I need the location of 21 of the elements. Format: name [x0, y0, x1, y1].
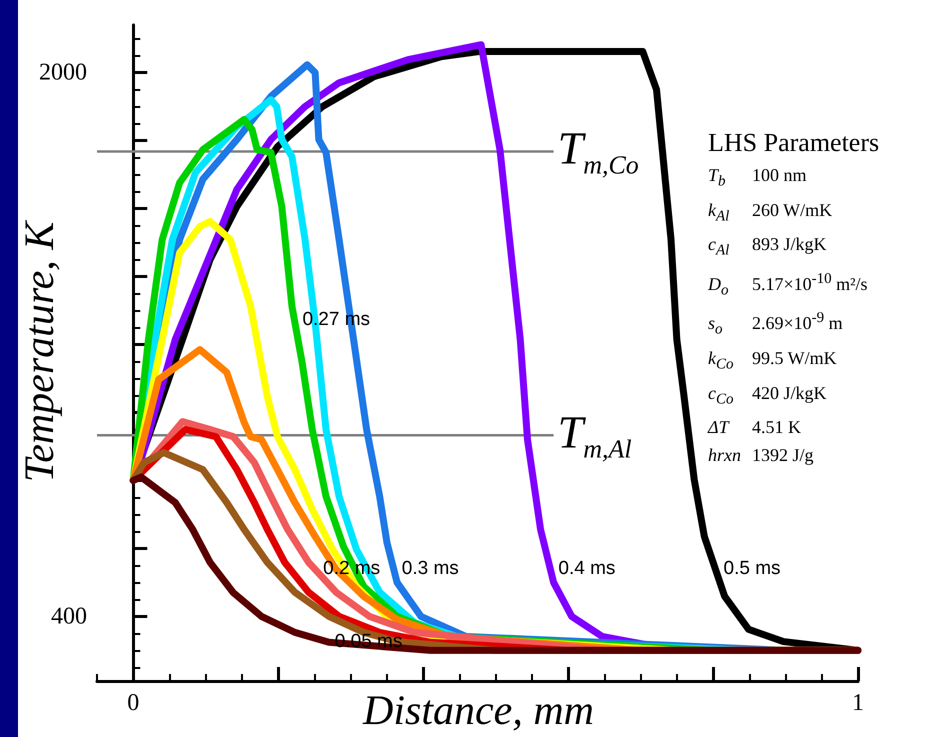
x-axis-title: Distance, mm: [363, 688, 594, 734]
y-axis-title: Temperature, K: [16, 222, 64, 482]
series-label: 0.5 ms: [724, 558, 781, 580]
series-label: 0.3 ms: [402, 558, 459, 580]
x-tick-label: 0: [127, 690, 140, 716]
ref-line-label: T$_{m,Co}$: [558, 122, 639, 182]
annotation: LHS Parameters: [708, 127, 880, 159]
annotation: hrxn 1392 J/g: [708, 444, 815, 468]
text: D$_{o}$ 5.17×10$^{-10}$ m²/s: [708, 270, 868, 298]
text: k$_{Co}$ 99.5 W/mK: [708, 348, 837, 373]
text: ΔT 4.51 K: [708, 417, 801, 438]
y-tick-label: 2000: [39, 60, 87, 86]
series-label: 0.4 ms: [558, 558, 616, 580]
text: c$_{Al}$ 893 J/kgK: [708, 234, 827, 259]
ref-line-label: T$_{m,Al}$: [558, 406, 632, 465]
text: T$_{b}$ 100 nm: [708, 165, 807, 190]
text: k$_{Al}$ 260 W/mK: [708, 200, 832, 224]
y-tick-label: 400: [51, 603, 87, 630]
text: c$_{Co}$ 420 J/kgK: [708, 382, 827, 408]
x-tick-label: 1: [852, 690, 864, 716]
text: s$_{o}$ 2.69×10$^{-9}$ m: [708, 310, 843, 338]
